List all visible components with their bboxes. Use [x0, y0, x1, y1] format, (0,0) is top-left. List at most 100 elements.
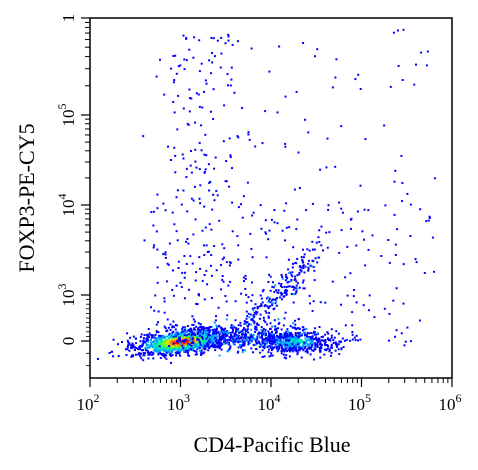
event-dot: [172, 294, 175, 297]
event-dot: [164, 340, 166, 343]
event-dot: [158, 348, 161, 350]
event-dot: [269, 346, 272, 349]
event-dot: [287, 348, 290, 351]
event-dot: [318, 337, 321, 340]
event-dot: [246, 315, 249, 318]
event-dot: [274, 302, 277, 305]
event-dot: [200, 62, 203, 65]
event-dot: [222, 335, 225, 338]
event-dot: [308, 336, 311, 338]
event-dot: [235, 328, 238, 331]
event-dot: [194, 160, 197, 163]
event-dot: [311, 338, 314, 341]
event-dot: [155, 230, 158, 233]
event-dot: [357, 339, 359, 342]
event-dot: [306, 351, 309, 354]
event-dot: [266, 305, 269, 308]
event-dot: [259, 305, 261, 308]
event-dot: [131, 343, 134, 346]
event-dot: [171, 344, 173, 347]
event-dot: [363, 238, 365, 241]
event-dot: [227, 348, 230, 351]
event-dot: [294, 323, 297, 326]
event-dot: [219, 342, 222, 345]
event-dot: [138, 348, 141, 351]
event-dot: [337, 343, 340, 346]
event-dot: [298, 349, 301, 352]
event-dot: [173, 348, 176, 351]
event-dot: [173, 111, 176, 114]
event-dot: [210, 344, 213, 347]
event-dot: [425, 220, 428, 223]
event-dot: [150, 341, 153, 344]
event-dot: [340, 347, 343, 350]
event-dot: [150, 339, 152, 341]
event-dot: [301, 347, 304, 350]
event-dot: [142, 352, 145, 354]
event-dot: [172, 340, 175, 343]
event-dot: [203, 345, 206, 348]
event-dot: [208, 181, 211, 184]
event-dot: [312, 248, 314, 251]
event-dot: [176, 189, 179, 192]
event-dot: [201, 229, 204, 232]
event-dot: [304, 337, 307, 340]
event-dot: [199, 330, 202, 333]
event-dot: [194, 148, 197, 151]
event-dot: [401, 200, 404, 203]
event-dot: [301, 326, 304, 329]
event-dot: [237, 336, 240, 339]
event-dot: [294, 344, 297, 347]
event-dot: [275, 300, 278, 303]
event-dot: [229, 337, 232, 340]
event-dot: [228, 338, 231, 341]
event-dot: [181, 327, 184, 330]
event-dot: [271, 338, 274, 341]
event-dot: [213, 341, 216, 343]
event-dot: [232, 325, 235, 328]
event-dot: [260, 304, 263, 307]
event-dot: [240, 203, 242, 206]
event-dot: [261, 290, 264, 293]
event-dot: [283, 356, 286, 359]
event-dot: [294, 278, 297, 280]
event-dot: [299, 334, 302, 337]
event-dot: [264, 310, 267, 313]
event-dot: [140, 333, 143, 336]
event-dot: [351, 338, 354, 341]
event-dot: [220, 264, 222, 266]
event-dot: [224, 339, 227, 342]
event-dot: [284, 288, 287, 291]
event-dot: [148, 353, 151, 356]
event-dot: [182, 34, 185, 37]
event-dot: [205, 269, 208, 272]
event-dot: [248, 342, 250, 344]
event-dot: [225, 335, 227, 338]
event-dot: [185, 240, 188, 243]
event-dot: [324, 344, 327, 347]
event-dot: [208, 336, 211, 338]
event-dot: [289, 347, 292, 350]
event-dot: [192, 347, 195, 350]
event-dot: [231, 331, 234, 334]
event-dot: [198, 256, 201, 259]
event-dot: [167, 343, 170, 346]
event-dot: [186, 210, 189, 213]
event-dot: [226, 331, 229, 333]
event-dot: [283, 317, 286, 320]
event-dot: [159, 336, 162, 339]
event-dot: [328, 231, 331, 234]
y-tick-label: 105: [55, 104, 78, 127]
event-dot: [261, 329, 264, 332]
event-dot: [246, 336, 249, 338]
event-dot: [263, 355, 266, 358]
event-dot: [338, 353, 341, 356]
event-dot: [301, 258, 304, 261]
y-axis-label: FOXP3-PE-CY5: [14, 123, 39, 272]
event-dot: [181, 334, 184, 337]
event-dot: [150, 343, 153, 346]
event-dot: [244, 328, 247, 331]
event-dot: [330, 328, 333, 331]
event-dot: [290, 278, 293, 281]
event-dot: [209, 329, 212, 332]
